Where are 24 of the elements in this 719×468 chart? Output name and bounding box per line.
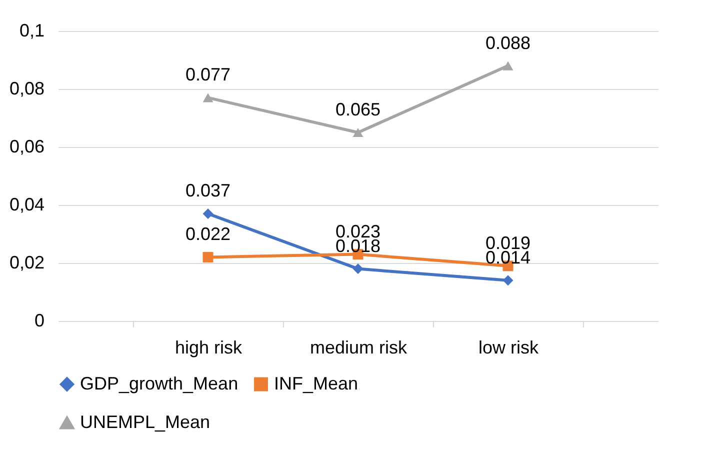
y-tick-label: 0,08 (9, 78, 44, 98)
point (502, 275, 514, 286)
point (352, 128, 364, 138)
data-label: 0.037 (185, 180, 231, 201)
x-tick-label: low risk (478, 338, 540, 358)
x-tick-label: high risk (174, 338, 244, 358)
point (502, 61, 514, 70)
point (202, 252, 214, 262)
legend-label: UNEMPL_Mean (80, 412, 210, 432)
legend-label: INF_Mean (274, 373, 358, 394)
point (202, 208, 214, 219)
x-tick-label: medium risk (310, 338, 408, 358)
y-tick-label: 0,04 (9, 194, 44, 214)
data-label: 0.088 (485, 32, 531, 53)
point (352, 264, 364, 274)
y-tick-label: 0,1 (19, 20, 44, 40)
legend-label: GDP_growth_Mean (80, 373, 238, 394)
point (202, 93, 214, 102)
y-tick-label: 0,06 (9, 136, 44, 156)
data-label: 0.065 (335, 100, 381, 120)
data-label: 0.077 (185, 64, 231, 85)
y-tick-label: 0 (34, 310, 44, 330)
data-label: 0.022 (185, 224, 231, 244)
y-tick-label: 0,02 (9, 252, 44, 272)
